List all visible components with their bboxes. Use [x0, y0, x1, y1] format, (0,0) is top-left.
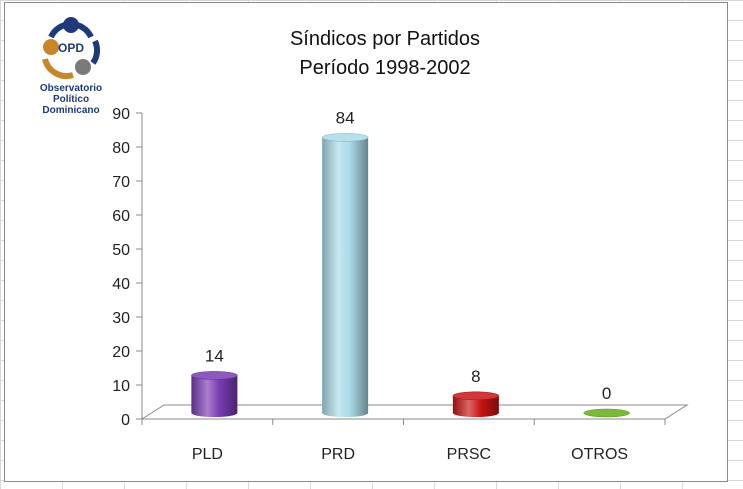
bar-prd: [322, 137, 369, 417]
x-category-label-prd: PRD: [321, 446, 355, 463]
x-category-label-otros: OTROS: [571, 446, 628, 463]
y-tick-label: 40: [112, 276, 130, 293]
opd-logo: OPD Observatorio Político Dominicano: [21, 15, 121, 123]
bar-chart-plot: 0 10 20 30 40 50 60 70 80 90 14 PLD 84 PRD 8 PRSC 0 OTROS: [112, 106, 689, 463]
bar-top-pld: [191, 371, 238, 380]
y-tick-label: 70: [112, 174, 130, 191]
chart-title-block: Síndicos por Partidos Período 1998-2002: [205, 25, 565, 83]
x-category-label-prsc: PRSC: [447, 446, 491, 463]
data-label-prsc: 8: [471, 367, 480, 386]
bar-pld: [191, 375, 238, 417]
bar-prsc: [452, 395, 499, 417]
y-tick-label: 10: [112, 378, 130, 395]
bar-top-prsc: [452, 391, 500, 401]
chart-subtitle: Período 1998-2002: [299, 57, 471, 79]
data-label-otros: 0: [602, 384, 611, 403]
logo-name-line2: Dominicano: [42, 105, 100, 116]
y-tick-label: 80: [112, 140, 130, 157]
y-tick-label: 20: [112, 344, 130, 361]
chart-area[interactable]: OPD Observatorio Político Dominicano Sín…: [4, 2, 728, 482]
y-tick-label: 50: [112, 242, 130, 259]
y-tick-label: 0: [121, 412, 130, 429]
logo-initials: OPD: [58, 41, 84, 55]
data-label-prd: 84: [336, 108, 355, 127]
y-tick-label: 90: [112, 106, 130, 123]
y-tick-label: 30: [112, 310, 130, 327]
x-category-label-pld: PLD: [192, 446, 223, 463]
data-label-pld: 14: [205, 346, 224, 365]
logo-name: Observatorio Político Dominicano: [21, 83, 121, 116]
logo-name-line1: Observatorio Político: [39, 83, 103, 105]
bar-top-prd: [321, 133, 369, 142]
chart-title: Síndicos por Partidos: [289, 28, 481, 50]
opd-logo-icon: OPD: [42, 17, 100, 79]
y-tick-label: 60: [112, 208, 130, 225]
bar-top-otros: [583, 408, 630, 418]
